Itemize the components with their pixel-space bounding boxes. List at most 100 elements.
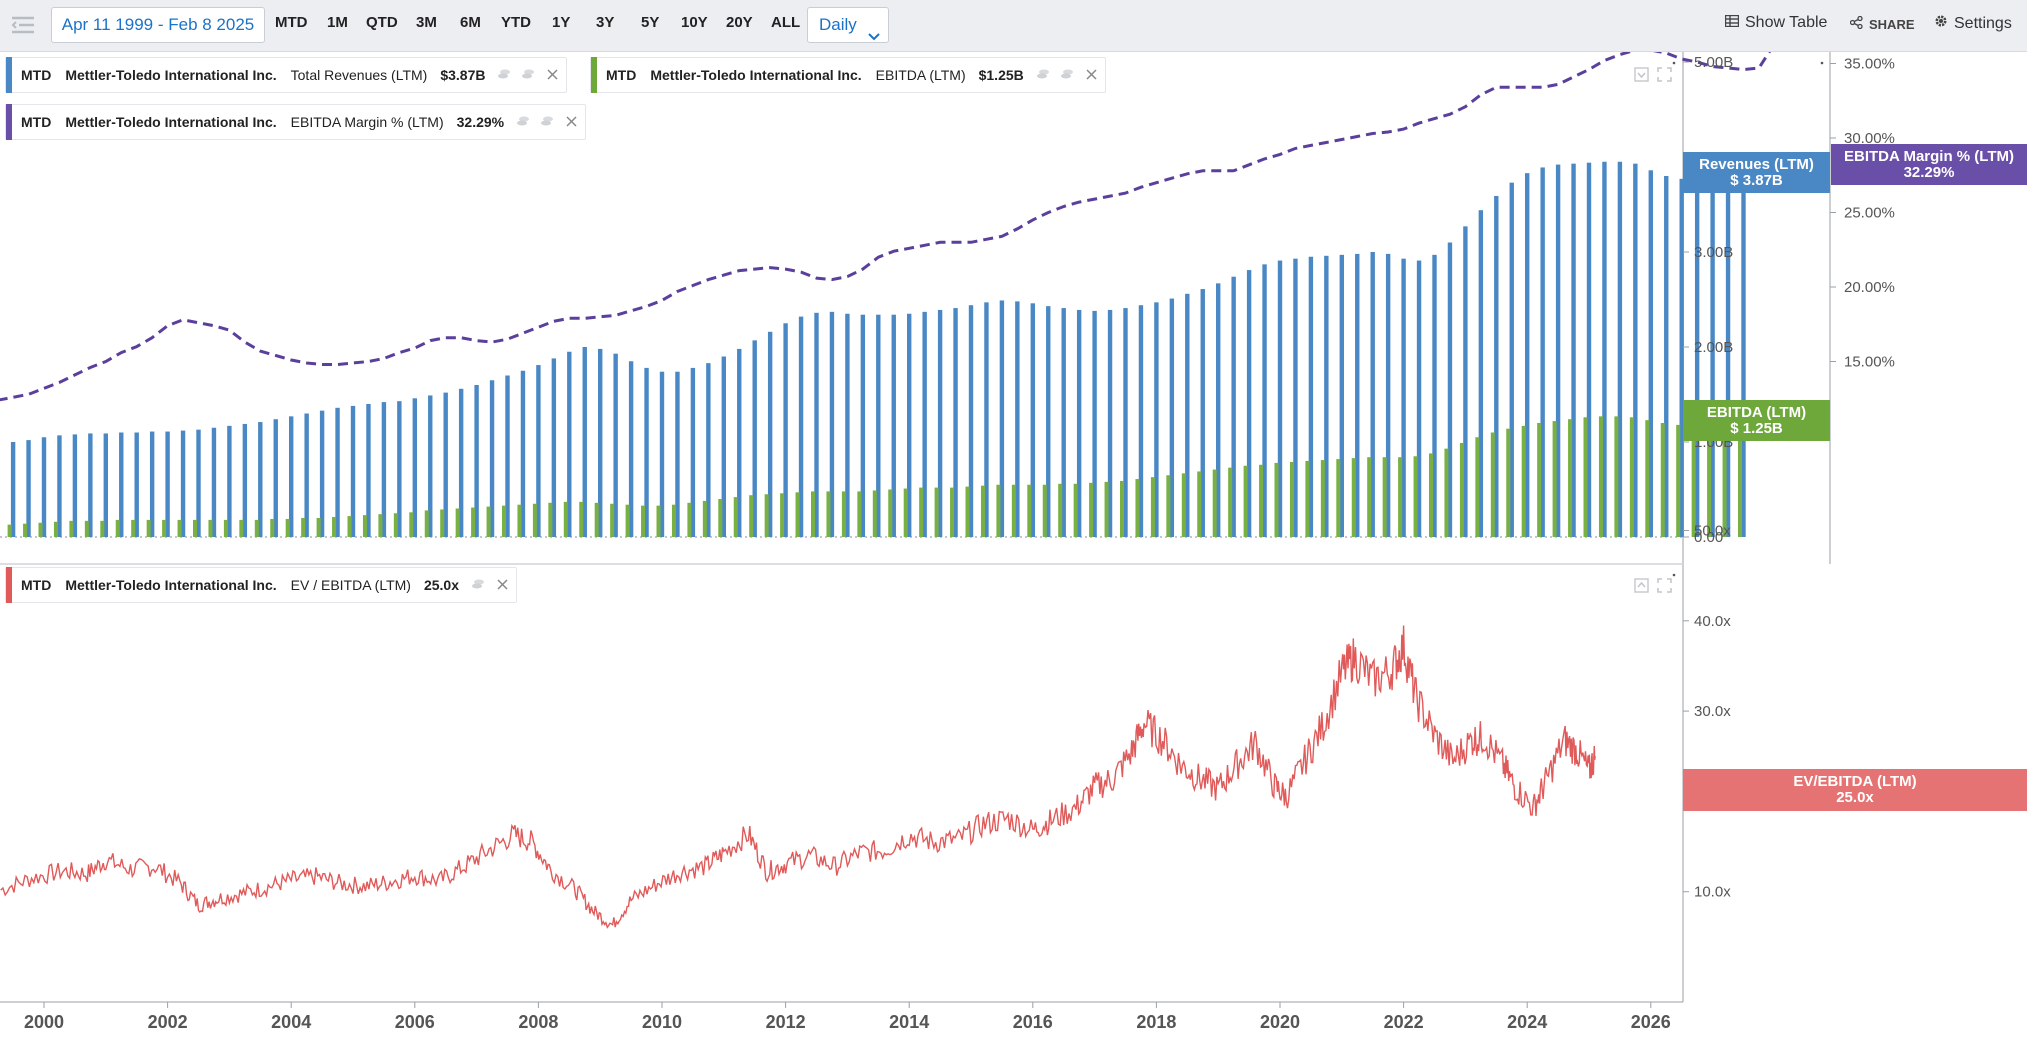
- ebitda-bar: [1011, 484, 1016, 537]
- x-tick-label: 2008: [518, 1012, 558, 1032]
- period-1m-button[interactable]: 1M: [327, 14, 348, 31]
- revenue-bar: [1586, 162, 1592, 537]
- revenue-bar: [1293, 258, 1298, 537]
- period-3y-button[interactable]: 3Y: [596, 14, 615, 31]
- period-mtd-button[interactable]: MTD: [275, 14, 308, 31]
- ebitda-bar: [502, 505, 506, 537]
- ebitda-bar: [733, 497, 738, 537]
- period-ytd-button[interactable]: YTD: [501, 14, 531, 31]
- period-3m-button[interactable]: 3M: [416, 14, 437, 31]
- ebitda-bar: [455, 508, 460, 537]
- ebitda-bar: [1645, 420, 1650, 537]
- period-qtd-button[interactable]: QTD: [366, 14, 398, 31]
- ebitda-bar: [378, 514, 383, 537]
- close-icon[interactable]: [497, 577, 508, 593]
- ebitda-bar: [903, 488, 908, 537]
- coins-icon[interactable]: [516, 114, 532, 130]
- ebitda-bar: [193, 519, 197, 537]
- close-icon[interactable]: [566, 114, 577, 130]
- ebitda-bar: [1320, 460, 1325, 537]
- ebitda-bar: [671, 504, 676, 537]
- coins-icon[interactable]: [540, 114, 556, 130]
- revenue-bar: [845, 313, 850, 537]
- revenue-bar: [289, 416, 294, 537]
- revenue-bar: [891, 314, 896, 537]
- period-5y-button[interactable]: 5Y: [641, 14, 660, 31]
- period-20y-button[interactable]: 20Y: [726, 14, 753, 31]
- table-icon: [1724, 14, 1740, 32]
- ebitda-bar: [162, 519, 167, 537]
- expand-icon[interactable]: [1657, 578, 1672, 598]
- price-label-title: EBITDA (LTM): [1706, 403, 1807, 421]
- coins-icon[interactable]: [1060, 67, 1076, 83]
- interval-select[interactable]: Daily: [807, 7, 889, 43]
- upload-icon[interactable]: [1634, 578, 1649, 598]
- ebitda-bar: [811, 491, 815, 537]
- ebitda-bar: [23, 523, 28, 537]
- menu-collapse-icon[interactable]: [10, 12, 36, 38]
- ebitda-bar: [100, 520, 105, 537]
- ebitda-bar: [1614, 416, 1619, 537]
- price-label-title: EBITDA Margin % (LTM): [1844, 147, 2014, 165]
- period-10y-button[interactable]: 10Y: [681, 14, 708, 31]
- revenue-bar: [1571, 163, 1576, 537]
- revenue-bar: [428, 395, 433, 537]
- interval-value: Daily: [819, 15, 857, 34]
- share-button[interactable]: SHARE: [1849, 15, 1915, 32]
- revenue-bar: [1694, 178, 1700, 537]
- legend-revenues[interactable]: MTD Mettler-Toledo International Inc. To…: [5, 57, 568, 93]
- legend-ebitda-margin[interactable]: MTD Mettler-Toledo International Inc. EB…: [5, 104, 587, 140]
- ebitda-bar: [1691, 425, 1696, 537]
- close-icon[interactable]: [1086, 67, 1097, 83]
- revenue-bar: [876, 314, 881, 537]
- ebitda-bar: [656, 505, 661, 537]
- resize-dot: [1672, 573, 1676, 577]
- margin-tick-label: 20.00%: [1844, 279, 1895, 296]
- date-range-picker[interactable]: Apr 11 1999 - Feb 8 2025: [51, 7, 265, 43]
- coins-icon[interactable]: [521, 67, 537, 83]
- toolbar: Apr 11 1999 - Feb 8 2025 MTD 1M QTD 3M 6…: [0, 0, 2027, 52]
- ebitda-bar: [702, 500, 707, 537]
- ebitda-bar: [1537, 423, 1542, 537]
- legend-company: Mettler-Toledo International Inc.: [65, 577, 277, 593]
- expand-icon[interactable]: [1657, 67, 1672, 87]
- ebitda-bar: [471, 507, 476, 537]
- ebitda-bar: [888, 489, 893, 537]
- show-table-button[interactable]: Show Table: [1724, 14, 1827, 32]
- legend-ebitda[interactable]: MTD Mettler-Toledo International Inc. EB…: [590, 57, 1106, 93]
- ebitda-bar: [332, 517, 337, 537]
- period-6m-button[interactable]: 6M: [460, 14, 481, 31]
- coins-icon[interactable]: [497, 67, 513, 83]
- revenue-bar: [1525, 173, 1530, 537]
- revenue-bars: [10, 161, 1746, 538]
- period-1y-button[interactable]: 1Y: [552, 14, 571, 31]
- revenue-bar: [721, 356, 726, 537]
- x-tick-label: 2016: [1013, 1012, 1053, 1032]
- revenue-tick-label: 5.00B: [1694, 54, 1733, 71]
- legend-company: Mettler-Toledo International Inc.: [650, 67, 862, 83]
- revenue-bar: [567, 351, 572, 537]
- price-label-value: 25.0x: [1836, 789, 1874, 806]
- coins-icon[interactable]: [471, 577, 487, 593]
- revenue-bar: [443, 392, 448, 537]
- ebitda-bar: [1660, 423, 1665, 537]
- ebitda-bar: [208, 519, 213, 537]
- ebitda-bar: [1707, 425, 1712, 537]
- revenue-bar: [72, 434, 78, 537]
- revenue-bar: [319, 410, 325, 537]
- period-all-button[interactable]: ALL: [771, 14, 801, 31]
- ebitda-bar: [1104, 481, 1109, 537]
- legend-ev-ebitda[interactable]: MTD Mettler-Toledo International Inc. EV…: [5, 567, 517, 603]
- settings-button[interactable]: Settings: [1934, 14, 2012, 33]
- ebitda-bar: [301, 518, 306, 537]
- revenue-bar: [1169, 298, 1175, 537]
- ebitda-bar: [1429, 453, 1433, 537]
- coins-icon[interactable]: [1036, 67, 1052, 83]
- download-icon[interactable]: [1634, 67, 1649, 87]
- price-label-value: $ 1.25B: [1730, 419, 1783, 437]
- close-icon[interactable]: [547, 67, 559, 83]
- revenue-bar: [767, 331, 773, 537]
